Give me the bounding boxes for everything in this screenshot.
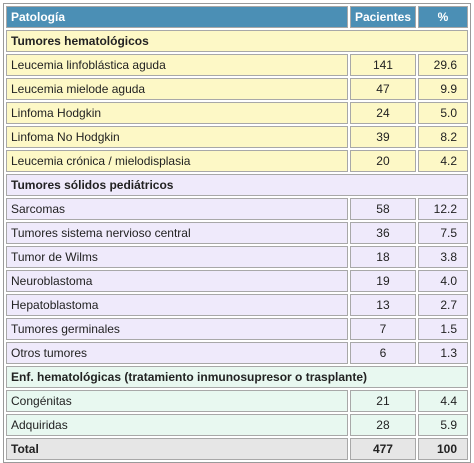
data-row: Leucemia crónica / mielodisplasia 20 4.2 [6, 150, 468, 172]
cell: 7.5 [418, 222, 468, 244]
data-row: Leucemia mielode aguda 47 9.9 [6, 78, 468, 100]
data-row: Adquiridas 28 5.9 [6, 414, 468, 436]
cell: Otros tumores [6, 342, 348, 364]
section-row: Tumores hematológicos [6, 30, 468, 52]
data-row: Tumores germinales 7 1.5 [6, 318, 468, 340]
cell: Congénitas [6, 390, 348, 412]
header-row: Patología Pacientes % [6, 6, 468, 28]
section-row: Tumores sólidos pediátricos [6, 174, 468, 196]
cell: 5.0 [418, 102, 468, 124]
cell: 141 [349, 54, 416, 76]
header-cell: Patología [6, 6, 348, 28]
data-row: Leucemia linfoblástica aguda 141 29.6 [6, 54, 468, 76]
cell: 13 [349, 294, 416, 316]
cell: 12.2 [418, 198, 468, 220]
table-body: Tumores hematológicos Leucemia linfoblást… [6, 30, 468, 460]
cell: 2.7 [418, 294, 468, 316]
cell: 47 [349, 78, 416, 100]
cell: 21 [349, 390, 416, 412]
data-row: Hepatoblastoma 13 2.7 [6, 294, 468, 316]
cell: 19 [349, 270, 416, 292]
total-cell: 477 [349, 438, 416, 460]
data-row: Linfoma No Hodgkin 39 8.2 [6, 126, 468, 148]
cell: Leucemia crónica / mielodisplasia [6, 150, 348, 172]
cell: Neuroblastoma [6, 270, 348, 292]
cell: 4.0 [418, 270, 468, 292]
cell: 4.4 [418, 390, 468, 412]
cell: Leucemia linfoblástica aguda [6, 54, 348, 76]
cell: 8.2 [418, 126, 468, 148]
cell: 24 [349, 102, 416, 124]
cell: 18 [349, 246, 416, 268]
cell: Tumor de Wilms [6, 246, 348, 268]
cell: 1.3 [418, 342, 468, 364]
data-row: Tumor de Wilms 18 3.8 [6, 246, 468, 268]
cell: 6 [349, 342, 416, 364]
data-row: Neuroblastoma 19 4.0 [6, 270, 468, 292]
header-cell: % [418, 6, 468, 28]
cell: 58 [349, 198, 416, 220]
data-row: Tumores sistema nervioso central 36 7.5 [6, 222, 468, 244]
cell: Hepatoblastoma [6, 294, 348, 316]
cell: Sarcomas [6, 198, 348, 220]
cell: 28 [349, 414, 416, 436]
data-row: Linfoma Hodgkin 24 5.0 [6, 102, 468, 124]
cell: 3.8 [418, 246, 468, 268]
section-row: Enf. hematológicas (tratamiento inmunosu… [6, 366, 468, 388]
header-cell: Pacientes [349, 6, 416, 28]
section-title: Tumores hematológicos [6, 30, 468, 52]
data-row: Sarcomas 58 12.2 [6, 198, 468, 220]
cell: Leucemia mielode aguda [6, 78, 348, 100]
cell: Linfoma No Hodgkin [6, 126, 348, 148]
data-row: Otros tumores 6 1.3 [6, 342, 468, 364]
cell: 5.9 [418, 414, 468, 436]
cell: Linfoma Hodgkin [6, 102, 348, 124]
total-cell: 100 [418, 438, 468, 460]
cell: Tumores germinales [6, 318, 348, 340]
cell: 9.9 [418, 78, 468, 100]
cell: 7 [349, 318, 416, 340]
cell: 29.6 [418, 54, 468, 76]
data-table: Patología Pacientes % Tumores hematológi… [3, 3, 471, 463]
table-head: Patología Pacientes % [6, 6, 468, 28]
cell: Tumores sistema nervioso central [6, 222, 348, 244]
cell: Adquiridas [6, 414, 348, 436]
section-title: Enf. hematológicas (tratamiento inmunosu… [6, 366, 468, 388]
total-cell: Total [6, 438, 348, 460]
section-title: Tumores sólidos pediátricos [6, 174, 468, 196]
cell: 39 [349, 126, 416, 148]
cell: 36 [349, 222, 416, 244]
total-row: Total 477 100 [6, 438, 468, 460]
data-row: Congénitas 21 4.4 [6, 390, 468, 412]
cell: 4.2 [418, 150, 468, 172]
cell: 20 [349, 150, 416, 172]
page: Patología Pacientes % Tumores hematológi… [3, 3, 471, 463]
cell: 1.5 [418, 318, 468, 340]
